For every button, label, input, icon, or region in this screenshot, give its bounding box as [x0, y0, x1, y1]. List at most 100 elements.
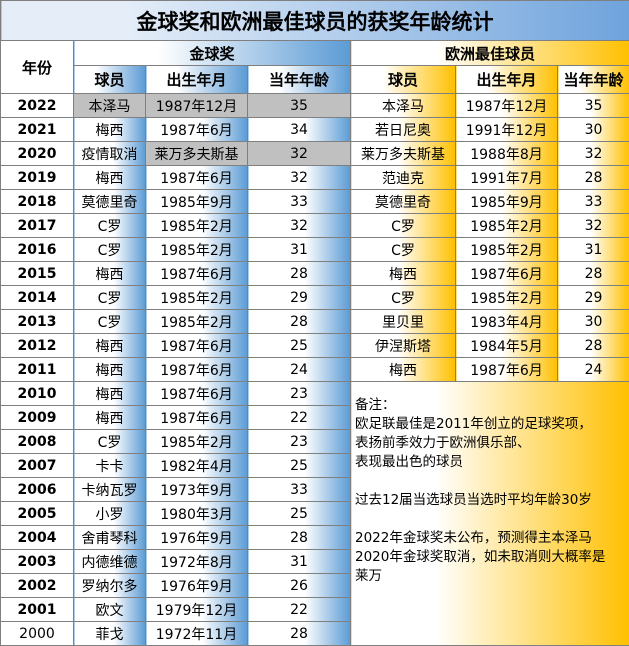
table-cell: 梅西: [74, 118, 146, 142]
column-header: 当年年龄: [558, 66, 629, 94]
table-cell: 1991年7月: [456, 166, 558, 190]
table-cell: 本泽马: [351, 94, 456, 118]
table-cell: 梅西: [351, 262, 456, 286]
table-cell: 32: [558, 142, 629, 166]
spacer: [355, 472, 625, 491]
table-cell: 28: [248, 526, 351, 550]
table-cell: 1973年9月: [146, 478, 248, 502]
year-cell: 2005: [1, 502, 74, 526]
table-cell: 30: [558, 310, 629, 334]
table-cell: 莫德里奇: [351, 190, 456, 214]
table-cell: 25: [248, 502, 351, 526]
table-cell: 1987年6月: [146, 118, 248, 142]
table-cell: 1987年6月: [146, 358, 248, 382]
table-cell: 罗纳尔多: [74, 574, 146, 598]
table-cell: 35: [248, 94, 351, 118]
table-cell: 1982年4月: [146, 454, 248, 478]
table-cell: 32: [248, 142, 351, 166]
table-cell: 23: [248, 382, 351, 406]
column-header: 球员: [74, 66, 146, 94]
table-cell: 1988年8月: [456, 142, 558, 166]
table-cell: C罗: [351, 238, 456, 262]
table-cell: 1985年2月: [146, 286, 248, 310]
table-cell: 34: [248, 118, 351, 142]
year-cell: 2015: [1, 262, 74, 286]
table-cell: 28: [248, 310, 351, 334]
table-cell: C罗: [351, 214, 456, 238]
table-cell: 梅西: [351, 358, 456, 382]
note-line: 备注：: [355, 396, 625, 415]
year-cell: 2006: [1, 478, 74, 502]
table-cell: 25: [248, 454, 351, 478]
table-cell: 1991年12月: [456, 118, 558, 142]
table-cell: 1972年8月: [146, 550, 248, 574]
year-cell: 2013: [1, 310, 74, 334]
table-cell: 24: [248, 358, 351, 382]
year-cell: 2021: [1, 118, 74, 142]
table-cell: 1987年6月: [146, 334, 248, 358]
group-header: 欧洲最佳球员: [351, 41, 629, 66]
table-cell: C罗: [74, 310, 146, 334]
spacer: [355, 510, 625, 529]
table-cell: 梅西: [74, 358, 146, 382]
table-cell: 1976年9月: [146, 574, 248, 598]
table-cell: 33: [558, 190, 629, 214]
table-cell: 28: [558, 166, 629, 190]
table-cell: 莫德里奇: [74, 190, 146, 214]
table-cell: 1985年2月: [456, 286, 558, 310]
table-cell: 莱万多夫斯基: [351, 142, 456, 166]
table-cell: 1985年9月: [146, 190, 248, 214]
note: 备注：欧足联最佳是2011年创立的足球奖项，表扬前季效力于欧洲俱乐部、表现最出色…: [351, 382, 629, 646]
table-cell: 1985年2月: [146, 238, 248, 262]
table-cell: 31: [558, 238, 629, 262]
table-cell: C罗: [74, 238, 146, 262]
note-line: 表现最出色的球员: [355, 453, 625, 472]
year-cell: 2002: [1, 574, 74, 598]
table-cell: 30: [558, 118, 629, 142]
table-cell: 32: [558, 214, 629, 238]
year-header: 年份: [1, 41, 74, 94]
year-cell: 2003: [1, 550, 74, 574]
table-cell: 28: [558, 334, 629, 358]
year-cell: 2009: [1, 406, 74, 430]
year-cell: 2017: [1, 214, 74, 238]
year-cell: 2018: [1, 190, 74, 214]
table-cell: 梅西: [74, 166, 146, 190]
year-cell: 2016: [1, 238, 74, 262]
column-header: 出生年月: [146, 66, 248, 94]
column-header: 球员: [351, 66, 456, 94]
note-line: 表扬前季效力于欧洲俱乐部、: [355, 434, 625, 453]
year-cell: 2014: [1, 286, 74, 310]
table-cell: 29: [558, 286, 629, 310]
table-cell: 内德维德: [74, 550, 146, 574]
table-cell: 卡卡: [74, 454, 146, 478]
table-cell: 23: [248, 430, 351, 454]
table-cell: 33: [248, 478, 351, 502]
table-cell: 1985年2月: [146, 310, 248, 334]
table-cell: 1987年6月: [146, 166, 248, 190]
table-cell: 33: [248, 190, 351, 214]
note-line: 2020年金球奖取消，如未取消则大概率是: [355, 548, 625, 567]
title: 金球奖和欧洲最佳球员的获奖年龄统计: [1, 1, 629, 41]
year-cell: 2020: [1, 142, 74, 166]
year-cell: 2012: [1, 334, 74, 358]
table-cell: C罗: [74, 286, 146, 310]
table-cell: 1985年2月: [456, 238, 558, 262]
table-cell: 29: [248, 286, 351, 310]
table-cell: 1985年2月: [146, 430, 248, 454]
table-cell: 伊涅斯塔: [351, 334, 456, 358]
note-line: 欧足联最佳是2011年创立的足球奖项，: [355, 415, 625, 434]
year-cell: 2000: [1, 622, 74, 646]
table-cell: 1987年6月: [146, 382, 248, 406]
table-cell: 里贝里: [351, 310, 456, 334]
table-cell: 舍甫琴科: [74, 526, 146, 550]
table-cell: 1987年6月: [146, 406, 248, 430]
